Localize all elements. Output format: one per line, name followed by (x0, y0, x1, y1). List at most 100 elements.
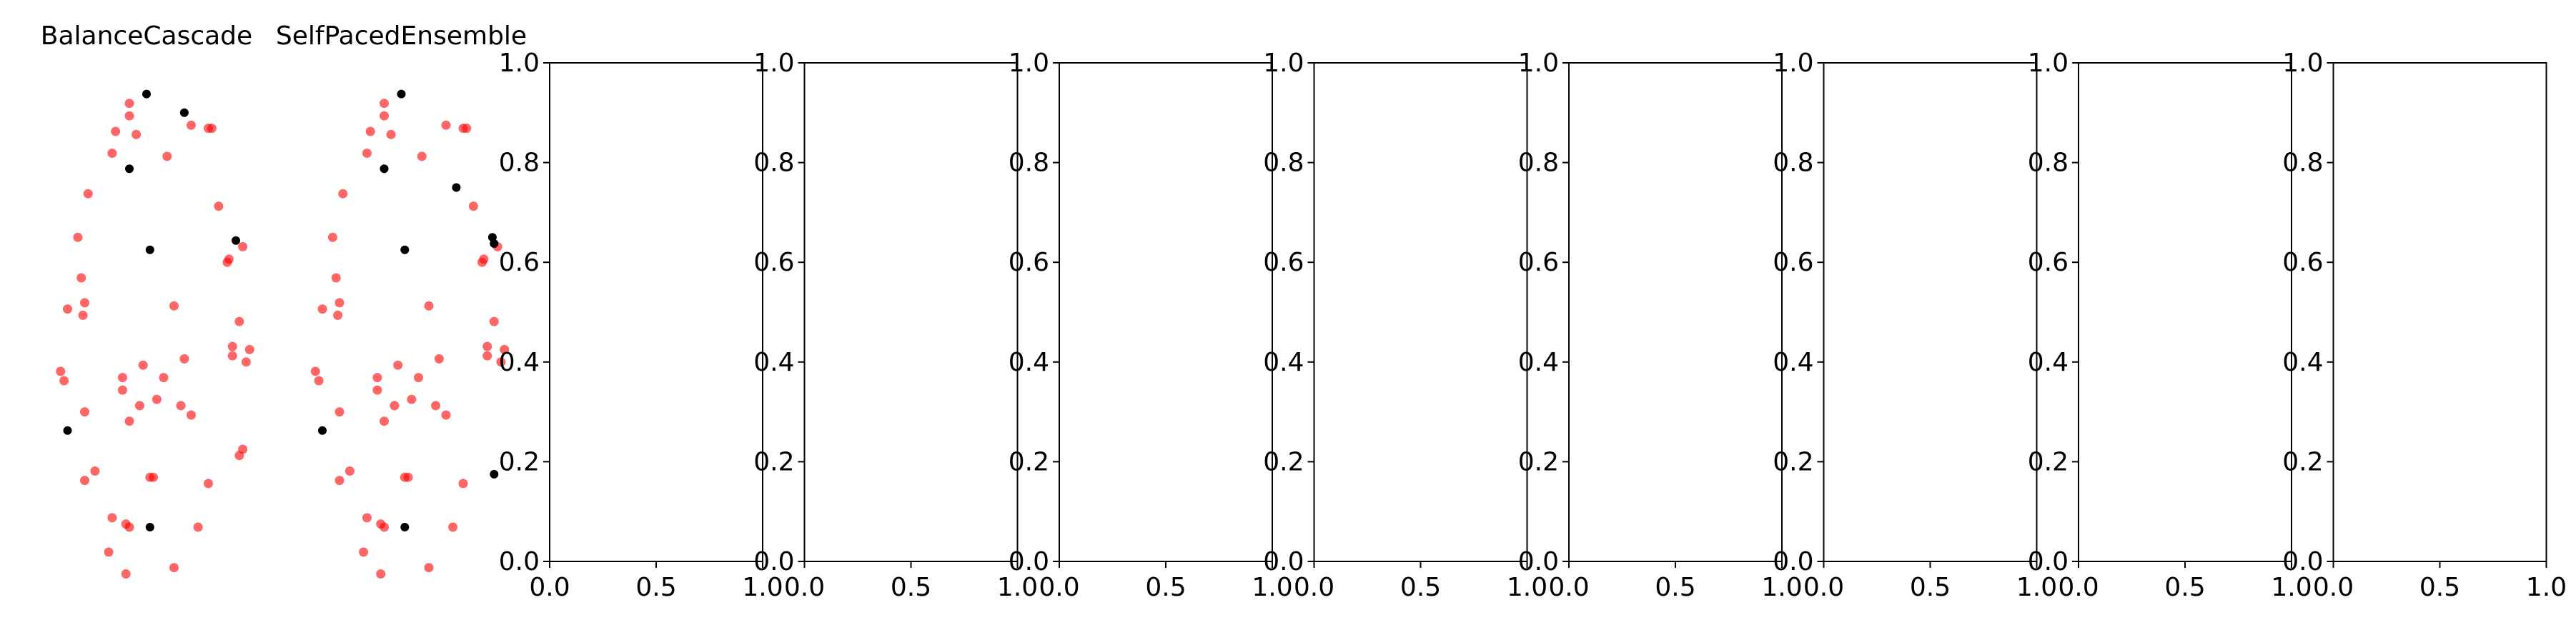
y-tick-label: 0.4 (2028, 348, 2069, 377)
majority-point (335, 298, 345, 308)
subplot-5: 0.0 0.2 0.4 0.6 0.8 1.0 0.0 0.5 1.0 (1009, 49, 1293, 602)
majority-point (407, 394, 417, 404)
majority-point (124, 416, 134, 426)
y-tick-label: 0.4 (1518, 348, 1559, 377)
majority-point (477, 257, 487, 267)
x-tick-label: 0.5 (1145, 573, 1186, 602)
majority-point (234, 316, 244, 326)
majority-point (365, 126, 375, 136)
y-tick-label: 0.2 (1009, 447, 1049, 476)
x-tick-label: 0.0 (1548, 573, 1589, 602)
majority-point (390, 401, 400, 411)
majority-point (193, 522, 203, 532)
minority-point (142, 89, 151, 99)
majority-point (434, 354, 444, 364)
majority-point (80, 298, 89, 308)
y-tick-label: 0.6 (499, 248, 540, 277)
majority-point (333, 310, 343, 320)
y-tick-label: 0.0 (1773, 547, 1813, 576)
majority-point (327, 232, 337, 242)
majority-point (124, 522, 134, 532)
majority-point (482, 341, 492, 351)
majority-point (187, 410, 196, 420)
majority-point (169, 563, 179, 573)
majority-point (386, 129, 396, 139)
y-tick-label: 0.8 (1263, 149, 1304, 178)
majority-point (489, 316, 499, 326)
majority-point (441, 120, 451, 130)
x-tick-label: 0.5 (635, 573, 676, 602)
majority-point (441, 410, 451, 420)
y-tick-label: 0.6 (1518, 248, 1559, 277)
majority-point (414, 373, 423, 383)
majority-point (380, 416, 389, 426)
y-tick-label: 0.0 (1009, 547, 1049, 576)
y-tick-label: 0.6 (753, 248, 794, 277)
majority-point (234, 451, 244, 461)
y-tick-label: 0.2 (1518, 447, 1559, 476)
x-tick-label: 1.0 (2526, 573, 2567, 602)
majority-point (204, 479, 213, 489)
majority-point (448, 522, 458, 532)
y-tick-label: 0.4 (499, 348, 540, 377)
majority-point (458, 479, 468, 489)
majority-point (393, 360, 403, 370)
y-tick-label: 0.6 (2028, 248, 2069, 277)
majority-point (468, 201, 478, 211)
y-tick-label: 0.6 (2282, 248, 2323, 277)
x-tick-label: 0.5 (1655, 573, 1695, 602)
majority-point (152, 394, 162, 404)
majority-point (380, 522, 389, 532)
y-tick-label: 0.8 (1518, 149, 1559, 178)
x-tick-label: 0.5 (2419, 573, 2460, 602)
majority-point (362, 149, 372, 158)
subplot-7: 0.0 0.2 0.4 0.6 0.8 1.0 0.0 0.5 1.0 (1518, 49, 1803, 602)
y-tick-label: 0.4 (2282, 348, 2323, 377)
y-tick-label: 0.8 (499, 149, 540, 178)
majority-point (338, 189, 348, 199)
x-tick-label: 0.0 (2313, 573, 2354, 602)
subplot-title: SelfPacedEnsemble (276, 21, 527, 51)
minority-point (380, 164, 389, 174)
majority-point (59, 376, 69, 386)
y-tick-label: 0.2 (1773, 447, 1813, 476)
subplot-3: 0.0 0.2 0.4 0.6 0.8 1.0 0.0 0.5 1.0 (499, 49, 783, 602)
y-tick-label: 0.4 (1263, 348, 1304, 377)
majority-point (63, 304, 72, 314)
majority-point (80, 407, 89, 417)
majority-point (431, 401, 441, 411)
x-tick-label: 0.0 (1803, 573, 1844, 602)
majority-point (117, 373, 127, 383)
x-tick-label: 1.0 (997, 573, 1038, 602)
minority-point (145, 523, 154, 531)
majority-point (372, 385, 382, 395)
x-tick-label: 0.5 (1400, 573, 1441, 602)
y-tick-label: 0.4 (1009, 348, 1049, 377)
majority-point (134, 401, 144, 411)
x-tick-label: 1.0 (1252, 573, 1292, 602)
majority-point (80, 476, 89, 486)
majority-point (162, 151, 172, 161)
majority-point (359, 547, 369, 557)
subplot-4: 0.0 0.2 0.4 0.6 0.8 1.0 0.0 0.5 1.0 (753, 49, 1038, 602)
x-tick-label: 1.0 (2016, 573, 2057, 602)
majority-point (176, 401, 186, 411)
x-tick-label: 0.0 (1294, 573, 1334, 602)
majority-point (314, 376, 324, 386)
minority-point (400, 245, 410, 254)
y-tick-label: 0.8 (1773, 149, 1813, 178)
majority-point (73, 232, 83, 242)
majority-point (244, 344, 254, 354)
y-tick-label: 1.0 (2282, 49, 2323, 78)
minority-point (318, 426, 327, 435)
majority-point (335, 476, 345, 486)
y-tick-label: 1.0 (1773, 49, 1813, 78)
majority-point (107, 149, 117, 158)
majority-point (372, 373, 382, 383)
y-tick-label: 1.0 (1263, 49, 1304, 78)
y-tick-label: 0.8 (2028, 149, 2069, 178)
majority-point (380, 99, 389, 109)
majority-point (214, 201, 224, 211)
